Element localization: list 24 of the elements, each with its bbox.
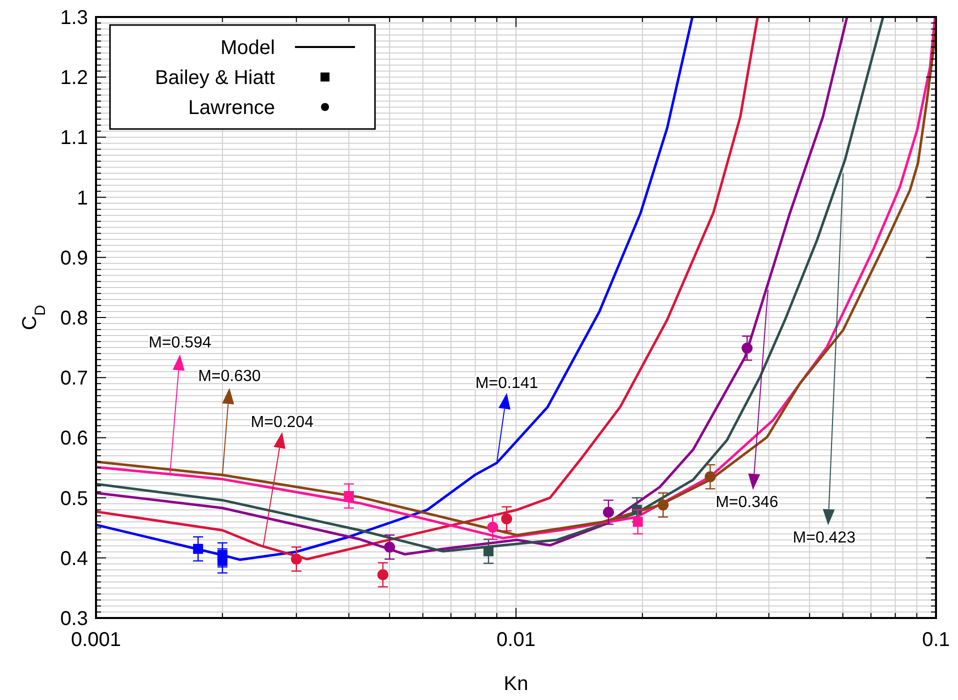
x-tick-label: 0.001 [70,629,122,651]
annotation: Lawrence [188,97,275,119]
annotation: M=0.630 [198,368,261,385]
y-tick-label: 1 [76,187,88,210]
y-tick-label: 0.7 [60,368,88,390]
y-tick-label: 0.8 [60,308,88,330]
annotation: Bailey & Hiatt [154,67,276,89]
annotation: M=0.346 [716,494,778,511]
y-tick-label: 1.2 [60,67,88,90]
y-tick-label: 0.4 [60,548,88,570]
annotation: M=0.204 [250,414,314,432]
annotation: M=0.141 [475,374,538,392]
y-tick-label: 0.9 [60,247,88,270]
y-tick-label: 1.1 [60,127,88,150]
x-tick-label: 0.01 [496,629,536,651]
y-tick-label: 0.3 [60,608,88,630]
x-tick-label: 0.1 [922,629,950,651]
annotation: Model [220,37,275,59]
annotation: M=0.423 [792,529,856,546]
y-tick-label: 0.6 [60,428,88,450]
annotation: M=0.594 [148,334,212,352]
y-tick-label: 1.3 [60,7,88,29]
x-axis-title: Kn [504,673,528,695]
y-tick-label: 0.5 [60,488,88,510]
